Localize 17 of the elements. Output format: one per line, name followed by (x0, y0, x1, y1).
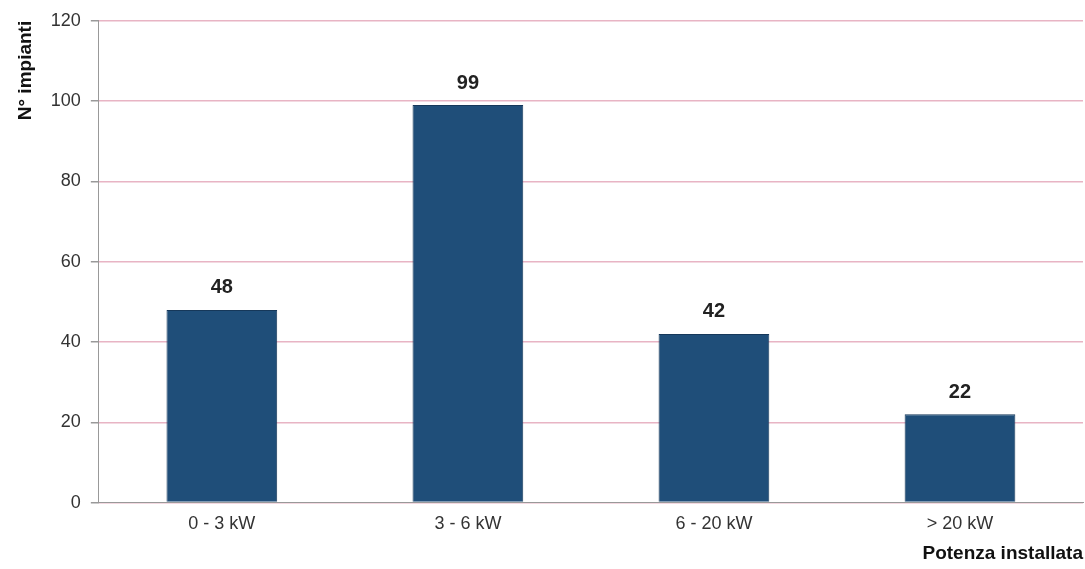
y-axis-title: N° impianti (13, 20, 35, 121)
y-tick-label: 100 (50, 90, 81, 111)
x-tick-label: 3 - 6 kW (434, 513, 502, 534)
y-tick-label: 40 (60, 330, 81, 351)
data-label: 48 (210, 275, 233, 298)
x-tick-label: 6 - 20 kW (675, 513, 753, 534)
x-axis-title: Potenza installata (922, 541, 1084, 563)
y-tick-label: 120 (50, 9, 81, 30)
y-tick-label: 80 (60, 170, 81, 191)
y-tick-label: 60 (60, 250, 81, 271)
y-tick-label: 20 (60, 411, 81, 432)
data-label: 99 (456, 70, 480, 93)
data-label: 42 (702, 299, 726, 322)
x-tick-label: > 20 kW (926, 513, 994, 534)
data-label: 22 (948, 379, 972, 402)
y-tick-label: 0 (70, 491, 81, 512)
x-tick-label: 0 - 3 kW (188, 513, 256, 534)
